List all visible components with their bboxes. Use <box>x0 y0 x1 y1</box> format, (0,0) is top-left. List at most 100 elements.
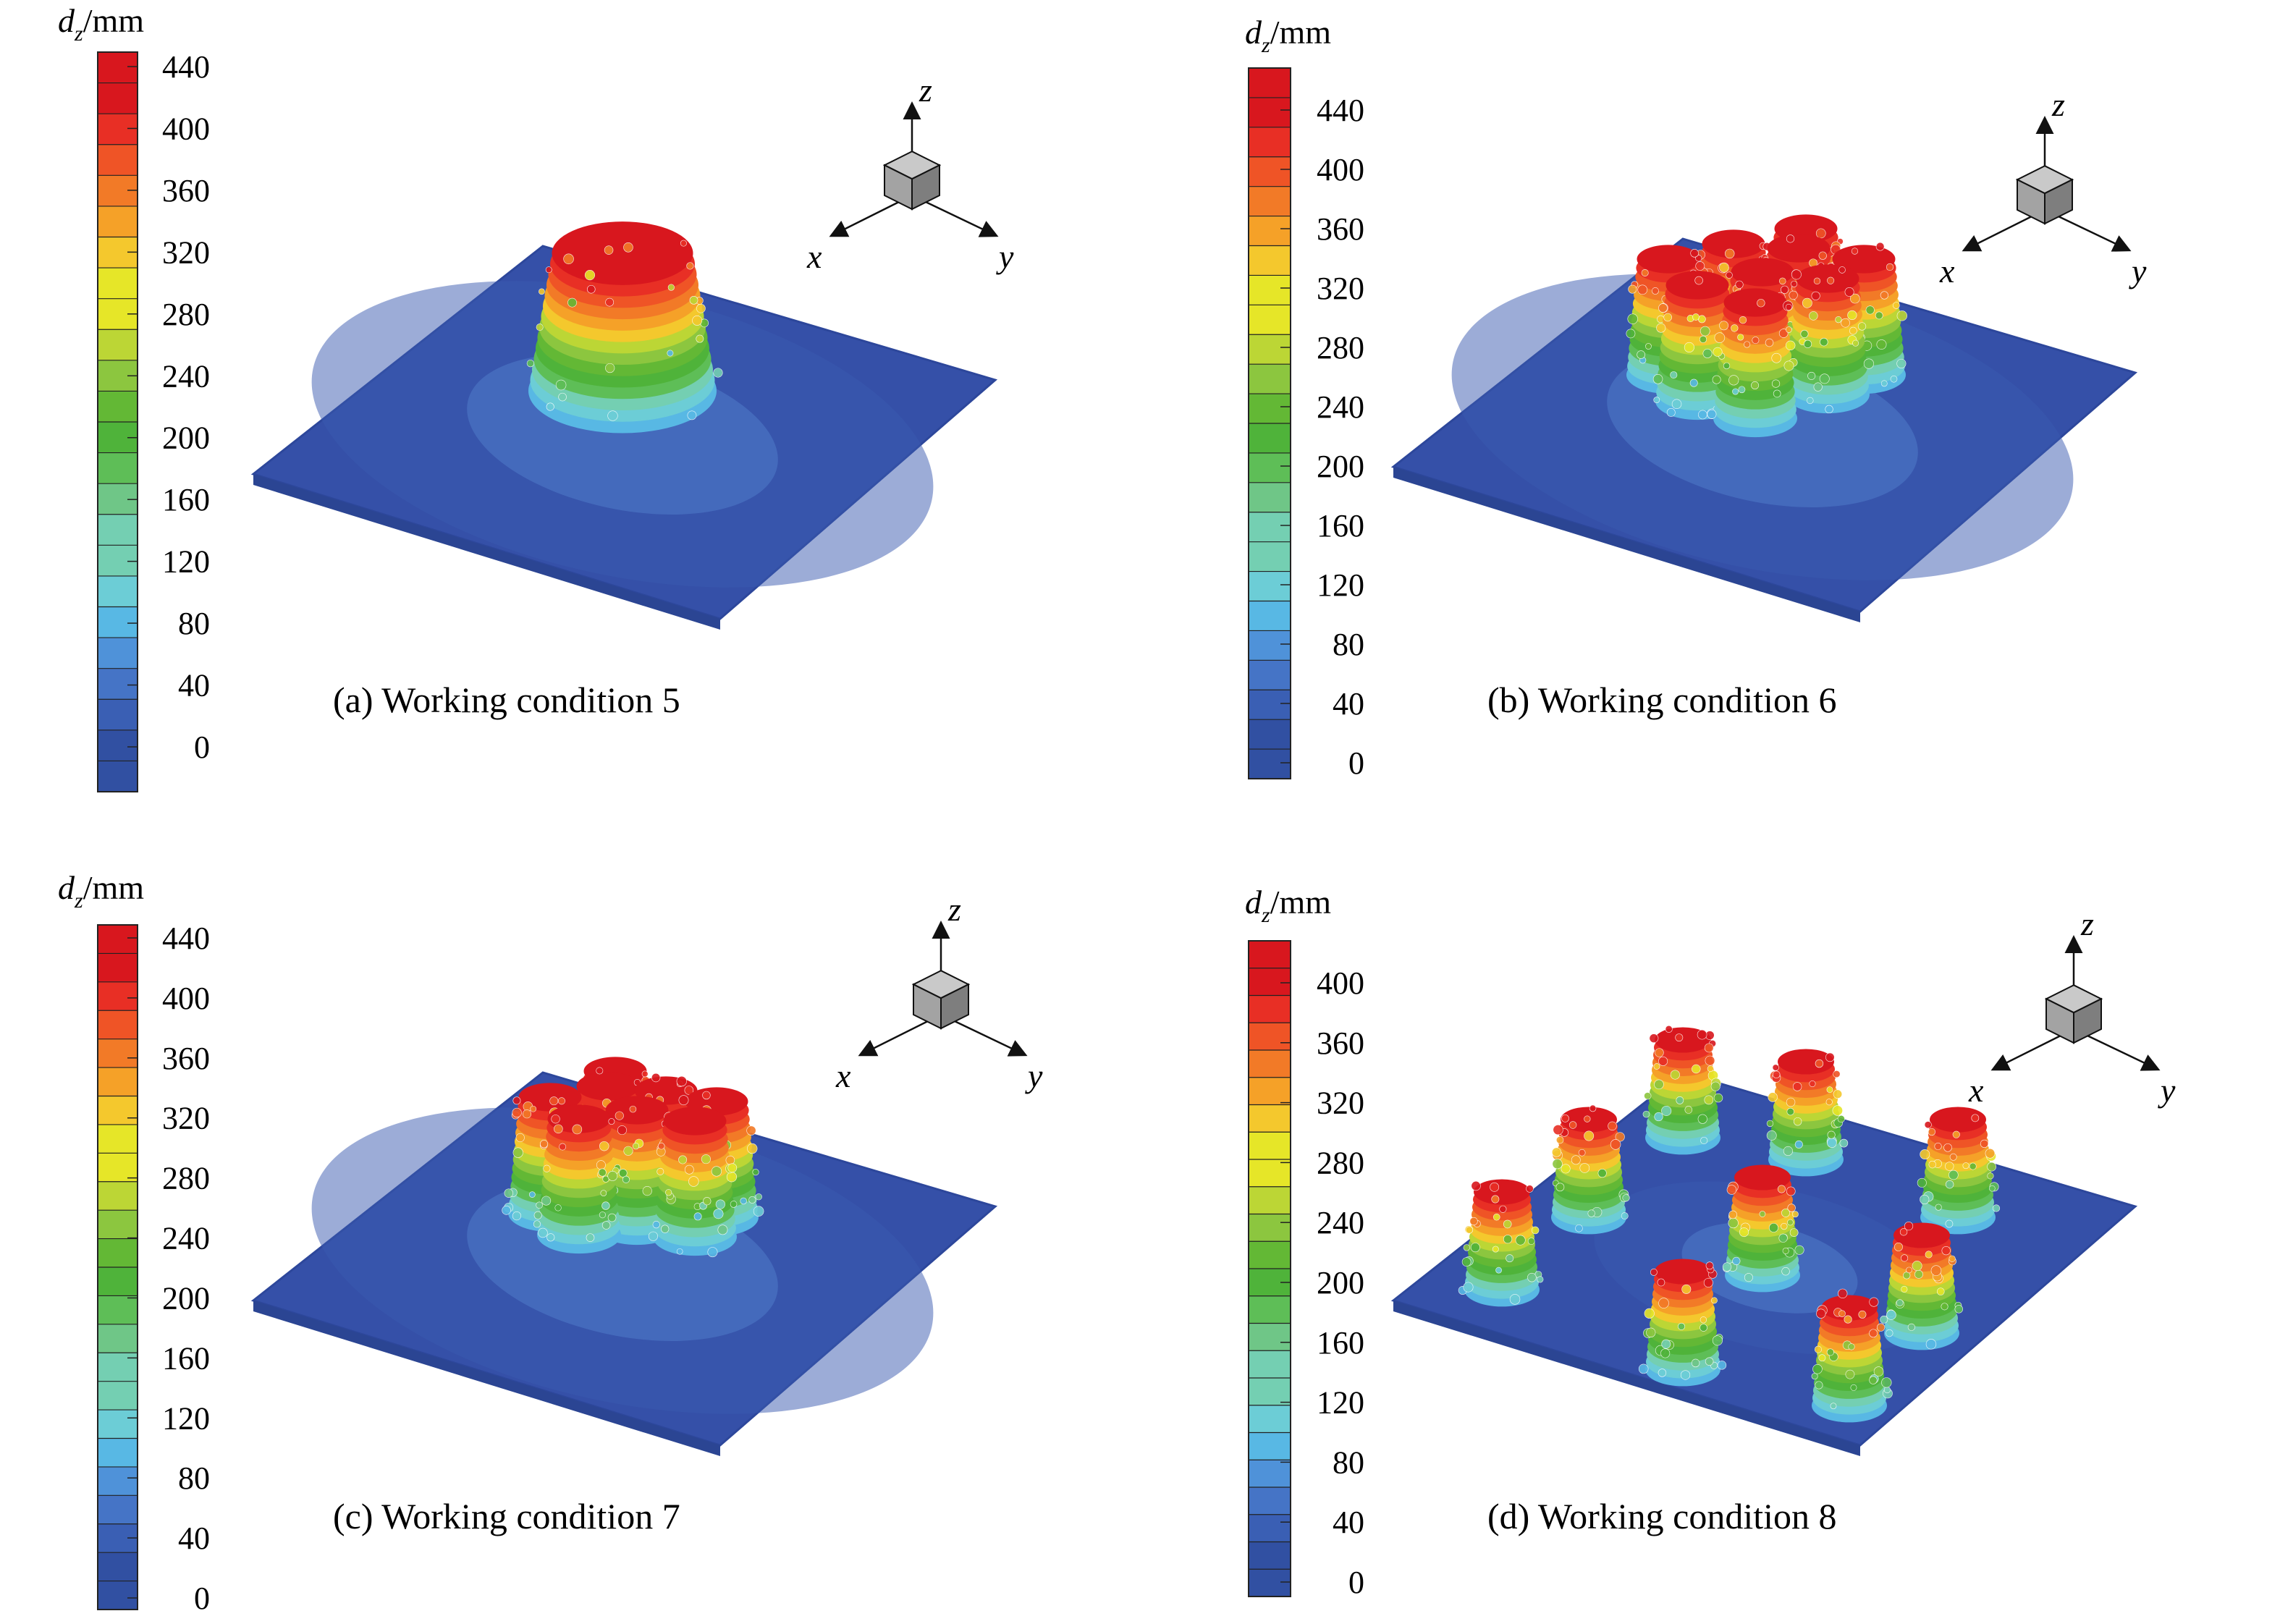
colorbar-segment <box>1249 1514 1291 1542</box>
particle <box>703 1197 712 1206</box>
particle <box>1971 1114 1980 1122</box>
particle <box>551 1115 560 1124</box>
colorbar-segment <box>1249 719 1291 750</box>
colorbar-segment <box>1249 1323 1291 1351</box>
particle <box>1925 1339 1937 1350</box>
particle <box>1697 1114 1707 1124</box>
plate-d <box>1390 1025 2138 1456</box>
colorbar-tick-label: 360 <box>1317 1025 1364 1061</box>
particle <box>563 253 574 265</box>
particle <box>1713 347 1723 357</box>
colorbar-segment <box>98 144 138 176</box>
y-axis-label: y <box>1025 1057 1043 1094</box>
particle <box>1949 1153 1957 1161</box>
particle <box>1772 1064 1779 1071</box>
displacement-column <box>1811 1288 1893 1423</box>
particle <box>1621 1212 1629 1220</box>
particle <box>1917 1177 1927 1188</box>
particle <box>1723 362 1731 370</box>
colorbar-segment <box>1249 660 1291 690</box>
axis-triad-b: z x y <box>1939 86 2147 289</box>
particle <box>680 240 687 247</box>
colorbar-segment <box>98 206 138 237</box>
column-layer <box>1767 234 1831 263</box>
particle <box>1694 276 1703 285</box>
x-axis-label: x <box>1968 1072 1984 1109</box>
particle <box>1490 1182 1500 1192</box>
particle <box>1945 1219 1954 1228</box>
particle <box>1896 1299 1904 1307</box>
particle <box>1839 1138 1849 1148</box>
particle <box>1615 1132 1625 1142</box>
colorbar-tick-label: 320 <box>1317 1086 1364 1121</box>
particle <box>1470 1243 1480 1253</box>
particle <box>1837 1115 1845 1123</box>
particle <box>1699 335 1707 344</box>
particle <box>558 392 567 402</box>
particle <box>587 284 596 294</box>
particle <box>1802 297 1812 308</box>
y-axis-label: y <box>2158 1072 2176 1109</box>
particle <box>715 1199 725 1209</box>
particle <box>752 1169 759 1176</box>
particle <box>688 1176 699 1187</box>
x-axis-label: x <box>806 238 822 275</box>
particle <box>1731 324 1739 332</box>
colorbar-tick-label: 440 <box>1317 93 1364 128</box>
particle <box>1649 1033 1659 1044</box>
colorbar-segment <box>98 575 138 607</box>
colorbar-segment <box>1249 1405 1291 1433</box>
axis-triad-a: z x y <box>806 72 1014 275</box>
particle <box>1789 1228 1799 1237</box>
colorbar-segment <box>1249 1050 1291 1078</box>
particle <box>502 1206 511 1215</box>
colorbar-segment <box>1249 245 1291 276</box>
particle <box>1773 389 1781 398</box>
particle <box>1652 374 1663 384</box>
particle <box>1848 1343 1855 1350</box>
particle <box>545 266 552 274</box>
particle <box>605 363 615 373</box>
colorbar-tick-label: 80 <box>178 1460 210 1496</box>
particle <box>1657 1278 1665 1287</box>
particle <box>1710 1081 1720 1091</box>
particle <box>1737 334 1744 341</box>
particle <box>601 1201 610 1210</box>
colorbar-segment <box>98 925 138 954</box>
displacement-column <box>1786 264 1874 414</box>
particle <box>1719 321 1729 331</box>
particle <box>533 1220 541 1228</box>
particle <box>1827 1130 1836 1139</box>
colorbar-segment <box>98 1552 138 1582</box>
colorbar-segment <box>98 175 138 207</box>
particle <box>1732 1256 1741 1266</box>
particle <box>1987 1172 1994 1180</box>
plate-edge <box>1393 467 1860 622</box>
colorbar-segment <box>1249 1132 1291 1160</box>
particle <box>1692 313 1700 321</box>
particle <box>1597 1169 1607 1178</box>
colorbar-segment <box>98 1039 138 1068</box>
particle <box>1661 1105 1672 1116</box>
particle <box>1876 339 1887 350</box>
particle <box>617 1125 627 1135</box>
particle <box>1739 316 1747 324</box>
particle <box>1705 1055 1715 1066</box>
column-layer <box>1778 1049 1834 1075</box>
particle <box>1845 1369 1855 1379</box>
particle <box>641 1070 649 1078</box>
particle <box>1987 1162 1996 1172</box>
particle <box>1928 1160 1936 1169</box>
particle <box>1765 338 1774 347</box>
z-axis-label: z <box>2080 905 2094 942</box>
particle <box>1579 1163 1590 1173</box>
z-axis-label: z <box>947 891 961 928</box>
particle <box>1786 1186 1796 1196</box>
particle <box>753 1206 764 1217</box>
particle <box>1777 1185 1786 1193</box>
particle <box>693 1212 702 1221</box>
particle <box>1838 266 1846 274</box>
